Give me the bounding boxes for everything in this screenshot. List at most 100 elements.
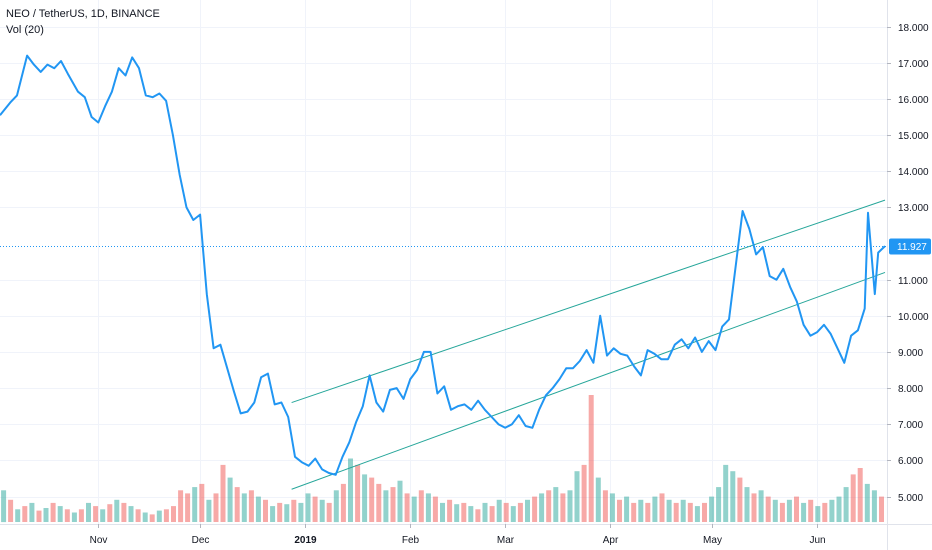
volume-indicator-label[interactable]: Vol (20) — [6, 24, 44, 36]
volume-bar — [702, 502, 707, 522]
volume-bar — [687, 502, 693, 522]
volume-bar — [213, 493, 219, 522]
volume-bar — [447, 499, 453, 522]
volume-bar — [284, 504, 290, 522]
last-price-label: 11.927 — [897, 242, 927, 253]
volume-bar — [333, 490, 339, 523]
volume-bar — [100, 509, 106, 522]
volume-bar — [574, 471, 580, 522]
volume-bar — [532, 496, 538, 522]
price-scale[interactable]: 18.000 17.000 16.000 15.000 14.000 13.000 11.0… — [887, 23, 929, 504]
y-tick-label: 8.000 — [898, 384, 923, 395]
volume-bar — [142, 512, 148, 522]
volume-bar — [864, 483, 870, 522]
volume-bar — [779, 502, 785, 522]
volume-bar — [369, 477, 375, 522]
volume-bar — [871, 490, 877, 523]
volume-bar — [659, 493, 665, 522]
volume-bar — [673, 502, 679, 522]
volume-bar — [737, 477, 743, 522]
volume-bar — [588, 395, 594, 522]
volume-bar — [64, 509, 70, 522]
volume-bar — [263, 499, 268, 522]
y-tick-label: 6.000 — [898, 456, 923, 467]
volume-bar — [227, 477, 233, 522]
volume-bar — [808, 499, 814, 522]
volume-bar — [291, 499, 297, 522]
volume-bar — [362, 474, 368, 522]
volume-bar — [93, 506, 99, 522]
volume-bar — [468, 506, 474, 522]
volume-bar — [15, 509, 21, 522]
chart-legend: NEO / TetherUS, 1D, BINANCE Vol (20) — [6, 6, 160, 38]
x-tick-label: Jun — [809, 535, 825, 546]
volume-bar — [666, 499, 672, 522]
volume-bar — [86, 502, 91, 522]
volume-bar — [751, 493, 757, 522]
volume-bar — [149, 514, 155, 522]
volume-bar — [772, 499, 778, 522]
volume-bar — [326, 502, 332, 522]
volume-bar — [206, 499, 212, 522]
volume-bar — [645, 502, 651, 522]
volume-bar — [298, 502, 304, 522]
volume-bar — [680, 499, 686, 522]
volume-bar — [199, 483, 205, 522]
volume-bar — [71, 512, 77, 522]
symbol-title[interactable]: NEO / TetherUS, 1D, BINANCE — [6, 8, 160, 20]
volume-bar — [638, 499, 644, 522]
volume-bar — [454, 504, 460, 522]
volume-bar — [843, 487, 849, 522]
price-series-line — [0, 54, 886, 476]
volume-bar — [50, 502, 56, 522]
volume-bar — [617, 499, 622, 522]
volume-bar — [602, 490, 608, 523]
volume-bar — [185, 493, 191, 522]
volume-bar — [609, 493, 615, 522]
volume-bar — [418, 490, 424, 523]
y-tick-label: 5.000 — [898, 493, 923, 504]
volume-bar — [432, 496, 438, 522]
volume-bar — [496, 499, 502, 522]
volume-bar — [560, 493, 566, 522]
x-tick-label: May — [703, 535, 722, 546]
y-tick-label: 18.000 — [898, 23, 929, 34]
volume-bar — [376, 483, 382, 522]
volume-bar — [319, 499, 325, 522]
volume-bar — [78, 509, 84, 522]
volume-bar — [57, 506, 63, 522]
volume-bar — [8, 499, 14, 522]
volume-bar — [163, 509, 169, 522]
volume-bar — [156, 510, 162, 522]
volume-bar — [425, 493, 431, 522]
channel-line — [291, 271, 886, 490]
volume-bar — [128, 506, 134, 522]
volume-bar — [758, 490, 764, 523]
volume-bar — [121, 502, 127, 522]
volume-bar — [277, 502, 283, 522]
volume-bar — [475, 509, 481, 522]
volume-bar — [879, 496, 884, 522]
volume-bar — [510, 506, 516, 522]
volume-bar — [517, 502, 523, 522]
volume-bar — [595, 477, 601, 522]
volume-bar — [43, 508, 49, 522]
y-tick-label: 14.000 — [898, 167, 929, 178]
volume-bar — [503, 502, 509, 522]
volume-bar — [220, 464, 226, 522]
last-price-badge: 11.927 — [889, 238, 931, 255]
y-tick-label: 9.000 — [898, 348, 923, 359]
volume-bar — [390, 487, 396, 522]
volume-bar — [829, 499, 835, 522]
y-tick-label: 16.000 — [898, 95, 929, 106]
time-scale[interactable]: Nov Dec 2019 Feb Mar Apr May Jun — [90, 524, 826, 546]
volume-bar — [489, 506, 495, 522]
volume-bar — [192, 487, 198, 522]
x-tick-label: Apr — [603, 535, 619, 546]
volume-bar — [178, 490, 184, 523]
volume-bar — [482, 502, 488, 522]
volume-bar — [340, 483, 346, 522]
volume-bar — [716, 487, 722, 522]
volume-bar — [581, 464, 587, 522]
